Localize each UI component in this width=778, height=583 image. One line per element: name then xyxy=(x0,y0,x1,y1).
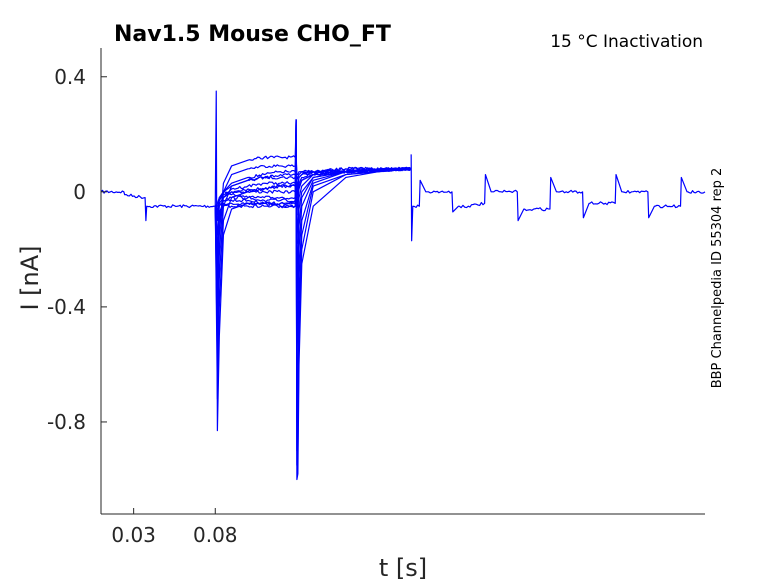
current-trace-5 xyxy=(214,119,412,366)
y-axis-label: I [nA] xyxy=(16,245,44,310)
x-axis-label: t [s] xyxy=(379,554,427,582)
current-trace-4 xyxy=(214,119,412,423)
y-tick-label: 0 xyxy=(73,180,86,204)
chart-title: Nav1.5 Mouse CHO_FT xyxy=(114,22,391,47)
current-trace-6 xyxy=(214,133,412,322)
current-trace-16 xyxy=(410,154,706,242)
chart-subtitle: 15 °C Inactivation xyxy=(550,32,703,52)
current-trace-1 xyxy=(100,90,412,481)
y-tick-label: 0.4 xyxy=(54,65,86,89)
x-ticks: 0.03 0.08 xyxy=(111,508,238,547)
y-tick-label: -0.8 xyxy=(47,410,86,434)
y-ticks: 0.4 0 -0.4 -0.8 xyxy=(47,65,107,434)
current-trace-13 xyxy=(214,167,412,210)
axes xyxy=(100,48,705,515)
current-trace-15 xyxy=(214,156,412,207)
traces-layer xyxy=(100,90,706,481)
y-tick-label: -0.4 xyxy=(47,295,86,319)
x-tick-label: 0.03 xyxy=(111,523,156,547)
side-label: BBP Channelpedia ID 55304 rep 2 xyxy=(710,168,725,389)
x-tick-label: 0.08 xyxy=(193,523,238,547)
